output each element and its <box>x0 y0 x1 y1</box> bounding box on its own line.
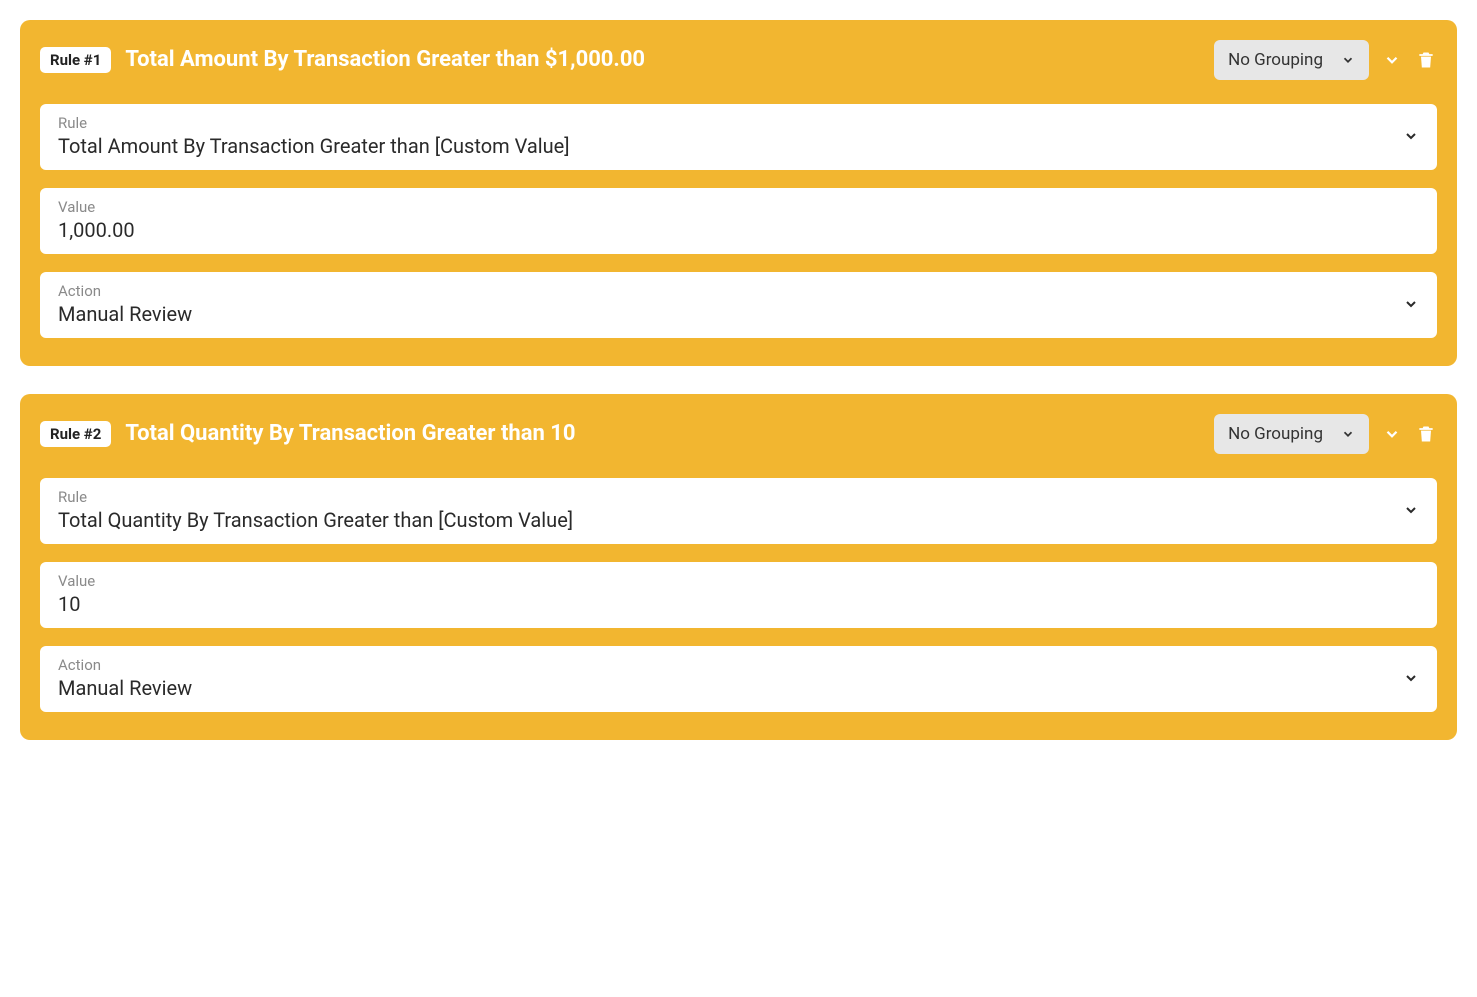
field-label: Action <box>58 656 1403 674</box>
rule-card: Rule #2 Total Quantity By Transaction Gr… <box>20 394 1457 740</box>
rule-select-field[interactable]: Rule Total Quantity By Transaction Great… <box>40 478 1437 544</box>
chevron-down-icon <box>1403 296 1419 312</box>
value-field[interactable]: Value 1,000.00 <box>40 188 1437 254</box>
chevron-down-icon <box>1403 502 1419 518</box>
rule-header: Rule #1 Total Amount By Transaction Grea… <box>40 40 1437 80</box>
rule-badge: Rule #2 <box>40 421 111 447</box>
collapse-toggle[interactable] <box>1383 51 1401 69</box>
action-select-field[interactable]: Action Manual Review <box>40 272 1437 338</box>
chevron-down-icon <box>1341 53 1355 67</box>
rule-header: Rule #2 Total Quantity By Transaction Gr… <box>40 414 1437 454</box>
field-label: Rule <box>58 488 1403 506</box>
field-value: Manual Review <box>58 302 1403 326</box>
field-label: Value <box>58 198 1419 216</box>
value-field[interactable]: Value 10 <box>40 562 1437 628</box>
action-select-field[interactable]: Action Manual Review <box>40 646 1437 712</box>
rule-title: Total Quantity By Transaction Greater th… <box>125 421 1200 447</box>
collapse-toggle[interactable] <box>1383 425 1401 443</box>
chevron-down-icon <box>1341 427 1355 441</box>
field-label: Value <box>58 572 1419 590</box>
grouping-select[interactable]: No Grouping <box>1214 414 1369 454</box>
chevron-down-icon <box>1403 128 1419 144</box>
field-value: Total Quantity By Transaction Greater th… <box>58 508 1403 532</box>
rule-select-field[interactable]: Rule Total Amount By Transaction Greater… <box>40 104 1437 170</box>
field-label: Action <box>58 282 1403 300</box>
rule-card: Rule #1 Total Amount By Transaction Grea… <box>20 20 1457 366</box>
field-value: 1,000.00 <box>58 218 1419 242</box>
rule-title: Total Amount By Transaction Greater than… <box>125 47 1200 73</box>
chevron-down-icon <box>1403 670 1419 686</box>
rule-badge: Rule #1 <box>40 47 111 73</box>
field-label: Rule <box>58 114 1403 132</box>
field-value: 10 <box>58 592 1419 616</box>
delete-button[interactable] <box>1415 423 1437 445</box>
delete-button[interactable] <box>1415 49 1437 71</box>
grouping-select[interactable]: No Grouping <box>1214 40 1369 80</box>
grouping-label: No Grouping <box>1228 424 1323 444</box>
field-value: Manual Review <box>58 676 1403 700</box>
field-value: Total Amount By Transaction Greater than… <box>58 134 1403 158</box>
grouping-label: No Grouping <box>1228 50 1323 70</box>
